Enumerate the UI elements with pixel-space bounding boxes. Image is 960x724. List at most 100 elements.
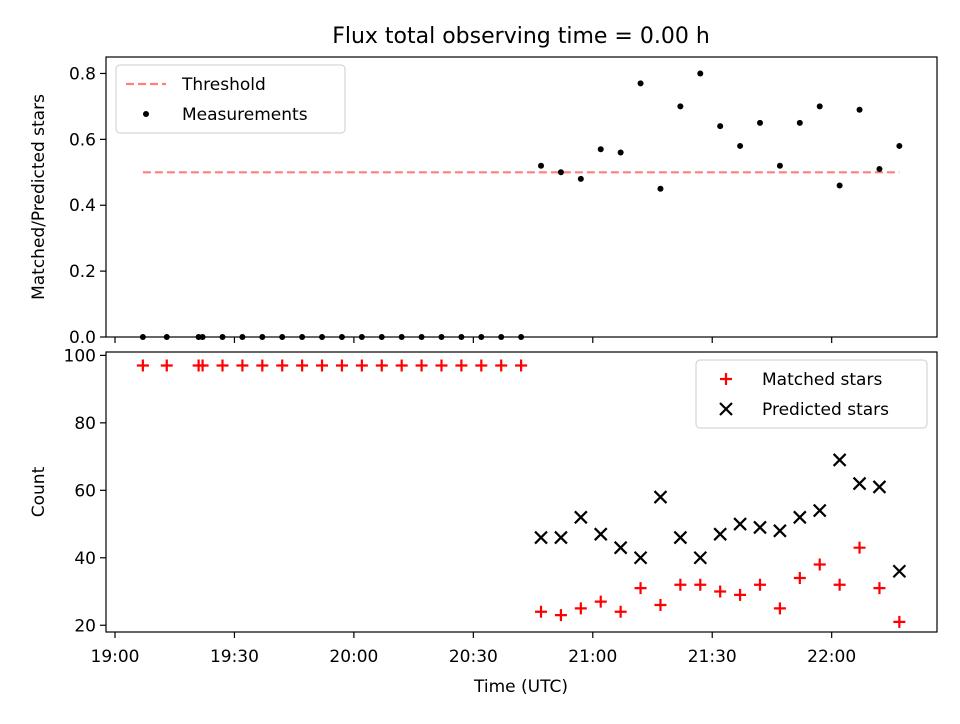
y-tick-label: 40 [74,549,96,569]
data-point [614,605,627,618]
data-point [734,588,747,601]
y-tick-label: 0.8 [69,64,96,84]
data-point [893,615,906,628]
data-point [279,334,286,340]
data-point [199,334,206,340]
data-point [236,359,249,372]
data-point [896,142,903,149]
data-point [495,359,508,372]
data-point [276,359,289,372]
data-point [358,334,365,340]
x-tick-label: 20:30 [449,647,498,667]
data-point [753,520,767,535]
data-point [853,541,866,554]
data-point [876,166,883,172]
data-point [498,334,505,340]
data-point [316,359,329,372]
data-point [418,334,425,340]
legend-label: Measurements [182,105,308,125]
data-point [776,162,783,169]
data-point [594,595,607,608]
data-point [216,359,229,372]
data-point [139,334,146,340]
data-point [160,359,173,372]
plot-panel-1: 0.0 0.2 0.4 0.6 0.8 Matched/Predicted stars Th… [29,56,938,348]
data-point [557,169,564,176]
x-tick-label: 22:00 [807,647,856,667]
data-point [458,334,465,340]
data-point [435,359,448,372]
data-point [757,119,764,126]
data-point [475,359,488,372]
x-tick-label: 20:00 [329,647,378,667]
data-point [455,359,468,372]
x-tick-label: 19:30 [210,647,259,667]
data-point [355,359,368,372]
data-point [478,334,485,340]
data-point [554,609,567,622]
y-tick-label: 20 [74,616,96,636]
data-point [773,602,786,615]
x-axis-label: Time (UTC) [473,677,568,697]
data-point [677,103,684,110]
data-point [597,146,604,153]
data-point [338,334,345,340]
data-point [713,527,727,541]
data-point [653,490,668,504]
y-tick-label: 80 [74,414,96,434]
data-point [136,359,149,372]
legend-label: Threshold [181,75,266,95]
data-point [793,572,806,585]
data-point [873,582,886,595]
data-point [813,558,826,571]
data-point [872,480,887,494]
legend-handle [720,373,732,385]
data-point [577,175,584,182]
data-point [816,103,823,110]
y-tick-label: 60 [74,481,96,501]
data-point [714,585,727,598]
data-point [375,359,388,372]
data-point [796,119,803,126]
chart-title: Flux total observing time = 0.00 h [332,24,710,49]
data-point [693,551,708,565]
data-point [593,527,608,541]
legend-handle [719,402,733,416]
data-point [852,476,867,491]
series-matched-stars [136,359,906,628]
plot-frame [105,351,938,633]
data-point [535,605,548,618]
legend-label: Predicted stars [762,400,889,420]
legend-frame [115,64,346,134]
y-tick-label: 0.2 [69,262,96,282]
data-point [196,359,209,372]
y-tick-label: 0.4 [69,196,96,216]
data-point [259,334,266,340]
series-predicted-stars [534,453,907,579]
data-point [515,359,528,372]
data-point [717,123,724,130]
data-point [296,359,309,372]
data-point [574,602,587,615]
x-tick-label: 21:00 [568,647,617,667]
data-point [833,578,846,591]
legend-handle [143,111,149,117]
legend-label: Matched stars [762,370,882,390]
data-point [574,510,588,525]
y-tick-label: 0.6 [69,130,96,150]
data-point [415,359,428,372]
data-point [637,80,644,87]
data-point [335,359,348,372]
x-tick-label: 19:00 [91,647,140,667]
series-measurements [139,70,903,340]
data-point [832,453,847,467]
data-point [856,106,863,113]
data-point [674,578,687,591]
data-point [438,334,445,340]
data-point [892,564,907,579]
data-point [617,149,624,156]
legend-frame [695,359,928,429]
data-point [398,334,405,340]
y-axis-label: Count [29,466,49,517]
